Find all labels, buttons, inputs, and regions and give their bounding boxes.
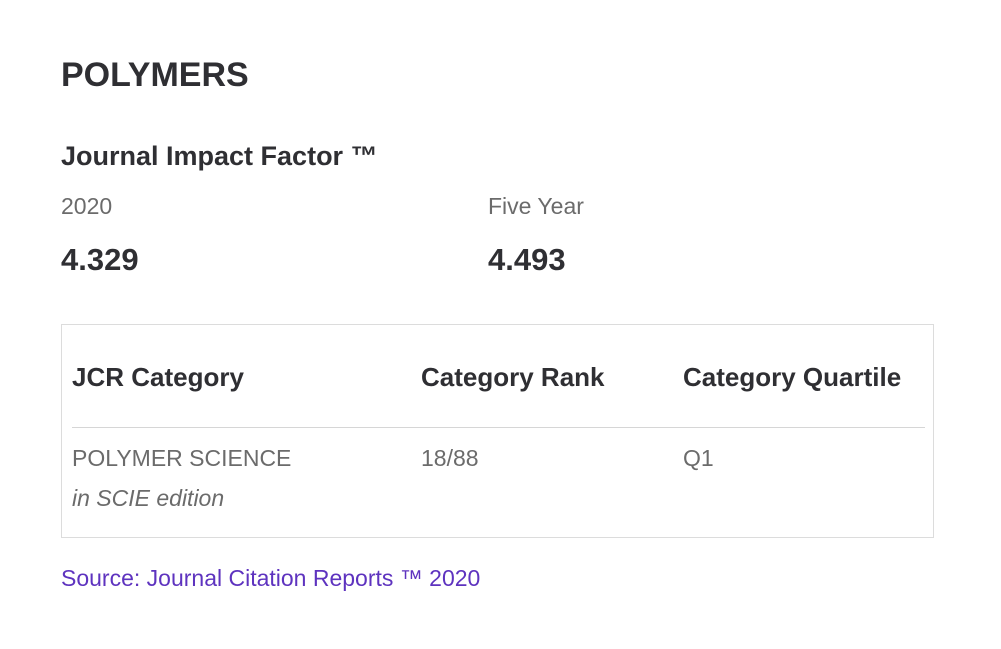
table-header: Category Quartile xyxy=(683,362,902,392)
rank: 18/88 xyxy=(421,445,479,471)
quartile: Q1 xyxy=(683,445,714,471)
metric-label: Five Year xyxy=(488,193,584,219)
metric-value: 4.329 xyxy=(61,242,139,277)
section-title: Journal Impact Factor ™ xyxy=(61,141,378,171)
category: POLYMER SCIENCE xyxy=(72,445,292,471)
table-header: JCR Category xyxy=(72,362,244,392)
journal-title: POLYMERS xyxy=(61,56,249,94)
source-link[interactable]: Source: Journal Citation Reports ™ 2020 xyxy=(61,565,481,591)
table-header: Category Rank xyxy=(421,362,605,392)
table-box xyxy=(61,324,934,538)
metric-value: 4.493 xyxy=(488,242,566,277)
metric-label: 2020 xyxy=(61,193,113,219)
divider xyxy=(72,427,925,428)
edition: in SCIE edition xyxy=(72,485,225,511)
